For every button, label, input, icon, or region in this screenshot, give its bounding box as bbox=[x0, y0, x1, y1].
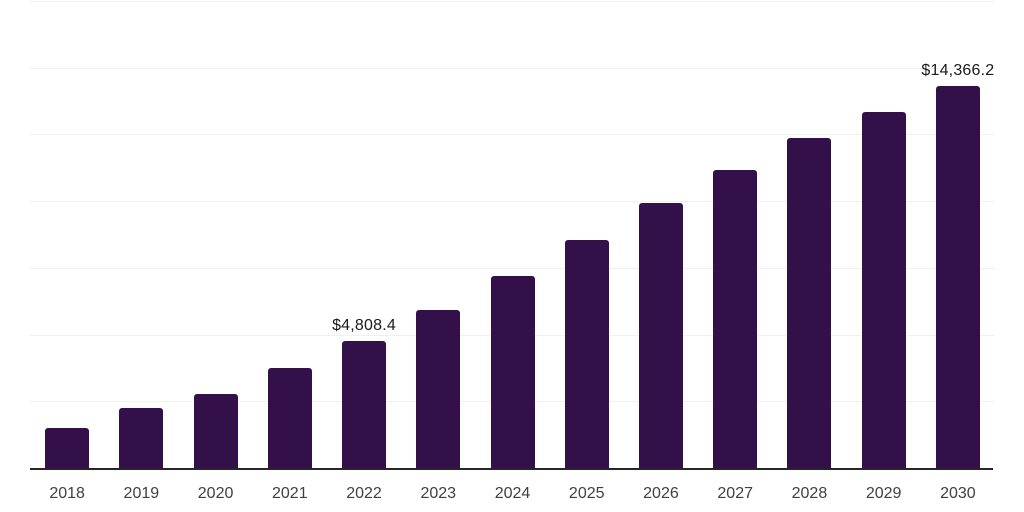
x-tick-2027: 2027 bbox=[717, 485, 753, 502]
x-axis-labels: 2018 2019 2020 2021 2022 2023 2024 2025 2026 2027… bbox=[30, 485, 995, 505]
x-axis-line bbox=[30, 468, 993, 470]
x-tick-2018: 2018 bbox=[49, 485, 85, 502]
bar-2025 bbox=[564, 240, 609, 469]
gridline bbox=[30, 267, 995, 269]
bar-2030 bbox=[935, 85, 980, 469]
bar-2024 bbox=[490, 276, 535, 469]
x-tick-2030: 2030 bbox=[940, 485, 976, 502]
bar-2027 bbox=[713, 170, 758, 469]
bar-2028 bbox=[787, 138, 832, 469]
x-tick-2025: 2025 bbox=[568, 485, 605, 502]
x-tick-2026: 2026 bbox=[643, 485, 679, 502]
bar-2020 bbox=[193, 394, 238, 469]
bar-value-label-2030: $14,366.2 bbox=[921, 61, 995, 79]
x-tick-2024: 2024 bbox=[494, 485, 531, 502]
gridline bbox=[30, 201, 995, 203]
x-tick-2021: 2021 bbox=[272, 485, 308, 502]
bar-2018 bbox=[45, 427, 90, 469]
bar-2019 bbox=[119, 407, 164, 469]
bar-2022 bbox=[342, 340, 387, 469]
gridline bbox=[30, 1, 995, 2]
bar-value-label-2022: $4,808.4 bbox=[332, 316, 396, 334]
x-tick-2019: 2019 bbox=[123, 485, 160, 502]
x-tick-2020: 2020 bbox=[197, 485, 234, 502]
bar-2023 bbox=[416, 309, 461, 469]
x-tick-2029: 2029 bbox=[865, 485, 902, 502]
x-tick-2022: 2022 bbox=[346, 485, 382, 502]
bar-2026 bbox=[638, 202, 683, 469]
bar-2029 bbox=[861, 111, 906, 469]
gridline bbox=[30, 67, 995, 69]
gridline bbox=[30, 134, 995, 136]
plot-area: $4,808.4 $14,366.2 bbox=[30, 1, 995, 469]
bar-2021 bbox=[267, 368, 312, 469]
x-tick-2023: 2023 bbox=[420, 485, 457, 502]
x-tick-2028: 2028 bbox=[791, 485, 828, 502]
